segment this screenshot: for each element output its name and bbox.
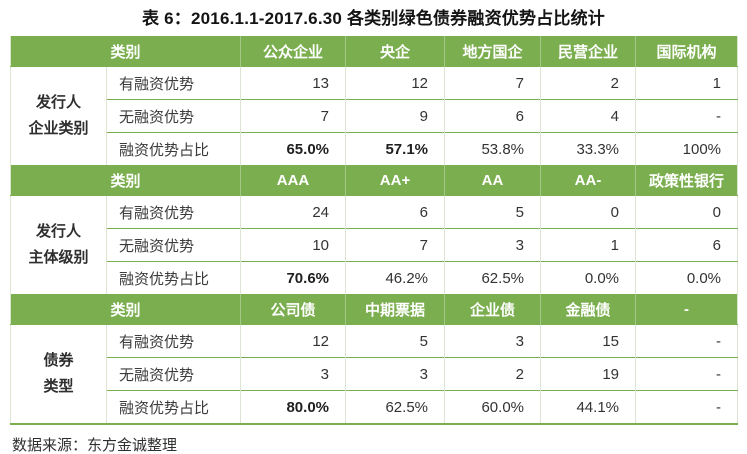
row-label: 融资优势占比 [105, 261, 241, 294]
cell: 3 [444, 324, 541, 358]
cell: - [635, 357, 738, 391]
table-row: 融资优势占比 65.0% 57.1% 53.8% 33.3% 100% [11, 132, 738, 165]
row-label: 有融资优势 [105, 66, 241, 100]
section2-header-row: 类别 AAA AA+ AA AA- 政策性银行 [10, 165, 738, 196]
cell: 53.8% [444, 132, 541, 165]
column-header: 中期票据 [345, 294, 445, 325]
cell: 3 [444, 228, 541, 262]
cell: 62.5% [444, 261, 541, 294]
column-header: 企业债 [444, 294, 541, 325]
cell: 4 [540, 99, 636, 133]
column-header: AAA [240, 165, 346, 196]
group-label-bond-type: 债券 类型 [10, 324, 107, 424]
cell: 0 [540, 195, 636, 229]
row-label: 无融资优势 [105, 228, 241, 262]
cell: 7 [240, 99, 346, 133]
column-header: AA- [540, 165, 636, 196]
cell: 0.0% [540, 261, 636, 294]
column-header-category: 类别 [10, 294, 241, 325]
group-label-line1: 发行人 [35, 223, 81, 240]
row-label: 有融资优势 [105, 195, 241, 229]
cell: - [635, 324, 738, 358]
column-header: 央企 [345, 36, 445, 67]
column-header: 地方国企 [444, 36, 541, 67]
table-row: 融资优势占比 70.6% 46.2% 62.5% 0.0% 0.0% [11, 261, 738, 294]
section1-header-row: 类别 公众企业 央企 地方国企 民营企业 国际机构 [10, 36, 738, 67]
cell: - [635, 99, 738, 133]
row-label: 无融资优势 [105, 99, 241, 133]
column-header-category: 类别 [10, 165, 241, 196]
table-title: 表 6：2016.1.1-2017.6.30 各类别绿色债券融资优势占比统计 [142, 9, 605, 28]
column-header-category: 类别 [10, 36, 241, 67]
cell: 12 [345, 66, 445, 100]
cell: 2 [444, 357, 541, 391]
column-header: AA [444, 165, 541, 196]
column-header: AA+ [345, 165, 445, 196]
cell: 6 [635, 228, 738, 262]
group-label-issuer-rating: 发行人 主体级别 [10, 195, 107, 294]
table-row: 债券 类型 有融资优势 12 5 3 15 - [10, 324, 738, 424]
cell: 10 [240, 228, 346, 262]
column-header: 政策性银行 [635, 165, 738, 196]
table-row: 融资优势占比 80.0% 62.5% 60.0% 44.1% - [11, 390, 738, 424]
cell: 60.0% [444, 390, 541, 424]
cell: 70.6% [240, 261, 346, 294]
cell: 9 [345, 99, 445, 133]
table-row: 发行人 企业类别 有融资优势 13 12 7 2 1 [10, 66, 738, 165]
section3-header-row: 类别 公司债 中期票据 企业债 金融债 - [10, 294, 738, 325]
group-label-line1: 发行人 [35, 94, 81, 111]
row-label: 有融资优势 [105, 324, 241, 358]
cell: 5 [345, 324, 445, 358]
cell: 13 [240, 66, 346, 100]
cell: 46.2% [345, 261, 445, 294]
cell: 6 [345, 195, 445, 229]
cell: 0 [635, 195, 738, 229]
column-header: 公众企业 [240, 36, 346, 67]
column-header: - [635, 294, 738, 325]
cell: 0.0% [635, 261, 738, 294]
row-label: 融资优势占比 [105, 390, 241, 424]
cell: 15 [540, 324, 636, 358]
cell: - [635, 390, 738, 424]
column-header: 国际机构 [635, 36, 738, 67]
cell: 3 [240, 357, 346, 391]
group-label-line1: 债券 [43, 352, 74, 369]
green-bond-stats-table: 类别 公众企业 央企 地方国企 民营企业 国际机构 发行人 企业类别 有融资优势… [10, 36, 739, 425]
table-row: 发行人 主体级别 有融资优势 24 6 5 0 0 [10, 195, 738, 294]
cell: 65.0% [240, 132, 346, 165]
cell: 6 [444, 99, 541, 133]
cell: 7 [345, 228, 445, 262]
cell: 3 [345, 357, 445, 391]
table-row: 无融资优势 7 9 6 4 - [11, 99, 738, 133]
cell: 1 [540, 228, 636, 262]
cell: 1 [635, 66, 738, 100]
data-source-note: 数据来源：东方金诚整理 [12, 437, 178, 454]
cell: 5 [444, 195, 541, 229]
cell: 19 [540, 357, 636, 391]
group-label-issuer-category: 发行人 企业类别 [10, 66, 107, 165]
table-row: 无融资优势 3 3 2 19 - [11, 357, 738, 391]
group-label-line2: 类型 [43, 378, 74, 395]
table-row: 无融资优势 10 7 3 1 6 [11, 228, 738, 262]
cell: 62.5% [345, 390, 445, 424]
cell: 80.0% [240, 390, 346, 424]
group-label-line2: 企业类别 [28, 120, 89, 137]
column-header: 金融债 [540, 294, 636, 325]
cell: 7 [444, 66, 541, 100]
cell: 12 [240, 324, 346, 358]
cell: 100% [635, 132, 738, 165]
column-header: 民营企业 [540, 36, 636, 67]
cell: 2 [540, 66, 636, 100]
row-label: 融资优势占比 [105, 132, 241, 165]
cell: 57.1% [345, 132, 445, 165]
column-header: 公司债 [240, 294, 346, 325]
group-label-line2: 主体级别 [28, 249, 89, 266]
cell: 24 [240, 195, 346, 229]
cell: 44.1% [540, 390, 636, 424]
row-label: 无融资优势 [105, 357, 241, 391]
cell: 33.3% [540, 132, 636, 165]
